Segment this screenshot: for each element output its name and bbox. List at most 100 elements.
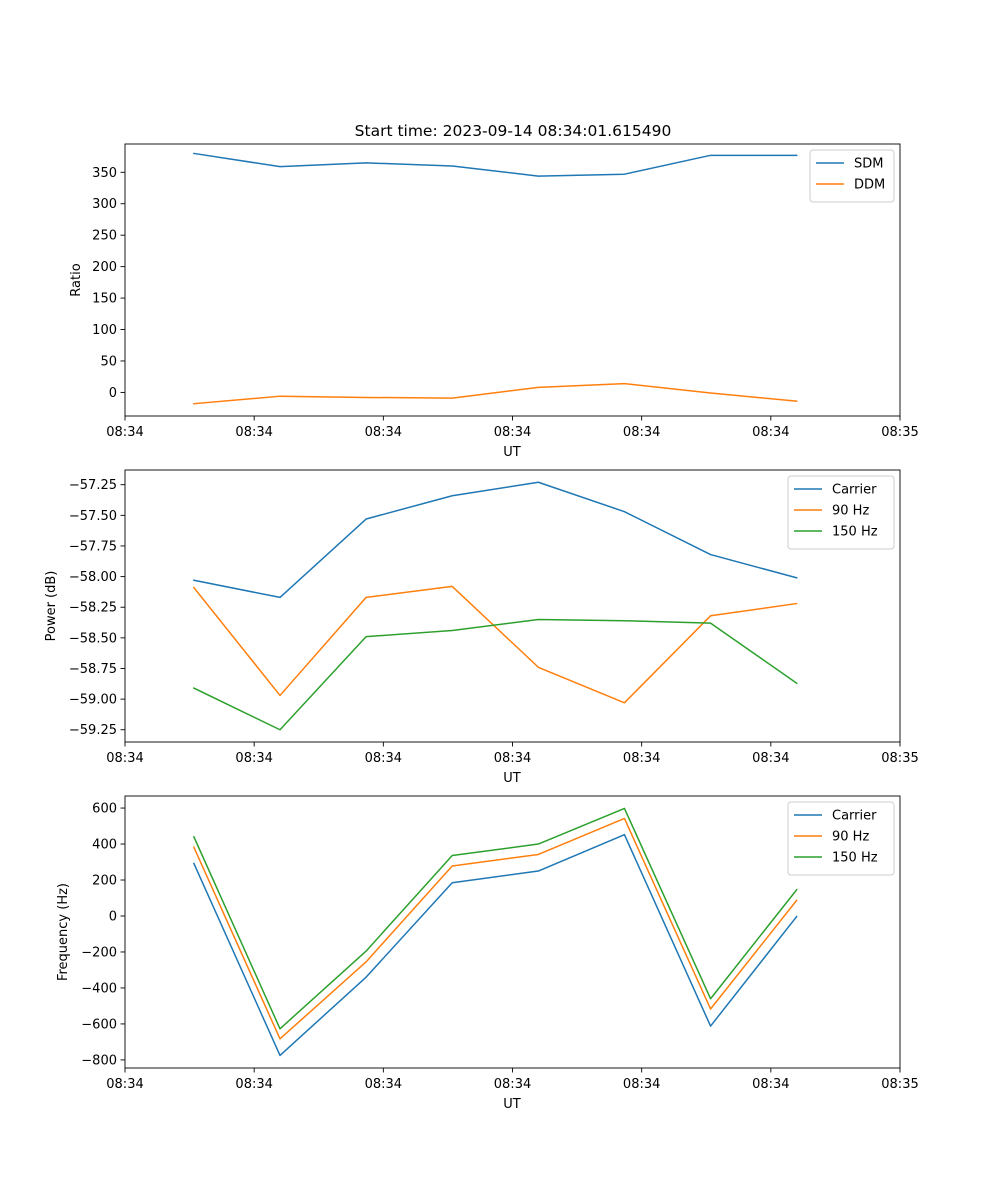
power-y-tick-label: −58.00 <box>69 570 117 585</box>
power-data-point <box>623 702 625 704</box>
frequency-data-point <box>537 843 539 845</box>
frequency-data-point <box>709 1008 711 1010</box>
frequency-y-tick-label: −800 <box>81 1053 117 1068</box>
ratio-x-tick-label: 08:34 <box>365 425 402 440</box>
power-data-point <box>451 585 453 587</box>
ratio-y-tick-label: 100 <box>92 323 117 338</box>
ratio-data-point <box>451 165 453 167</box>
power-y-tick-label: −57.50 <box>69 509 117 524</box>
power-y-tick-label: −58.25 <box>69 601 117 616</box>
power-data-point <box>193 687 195 689</box>
power-data-point <box>451 629 453 631</box>
ratio-x-tick-label: 08:34 <box>235 425 272 440</box>
frequency-x-tick-label: 08:34 <box>752 1077 789 1092</box>
power-data-point <box>279 729 281 731</box>
frequency-data-point <box>193 846 195 848</box>
ratio-x-tick-label: 08:34 <box>106 425 143 440</box>
ratio-data-point <box>193 403 195 405</box>
ratio-data-point <box>795 154 797 156</box>
power-data-point <box>709 622 711 624</box>
power-y-axis-label: Power (dB) <box>44 571 59 642</box>
power-legend-label: 90 Hz <box>832 504 869 519</box>
power-x-tick-label: 08:34 <box>752 751 789 766</box>
frequency-data-point <box>365 961 367 963</box>
ratio-y-tick-label: 200 <box>92 260 117 275</box>
power-data-point <box>795 602 797 604</box>
power-data-point <box>193 586 195 588</box>
ratio-data-point <box>709 154 711 156</box>
power-data-point <box>537 666 539 668</box>
ratio-data-point <box>365 162 367 164</box>
frequency-legend-label: 90 Hz <box>832 830 869 845</box>
frequency-x-tick-label: 08:35 <box>881 1077 918 1092</box>
power-data-point <box>795 577 797 579</box>
frequency-y-tick-label: −400 <box>81 981 117 996</box>
ratio-y-tick-label: 250 <box>92 229 117 244</box>
frequency-data-point <box>451 854 453 856</box>
frequency-legend-label: Carrier <box>832 809 877 824</box>
ratio-data-point <box>709 392 711 394</box>
power-legend-label: Carrier <box>832 483 877 498</box>
frequency-data-point <box>709 998 711 1000</box>
power-data-point <box>365 518 367 520</box>
ratio-data-point <box>623 173 625 175</box>
power-data-point <box>365 635 367 637</box>
frequency-data-point <box>709 1025 711 1027</box>
frequency-panel: 08:34 08:34 08:34 08:34 08:34 08:34 08:35 −800 −… <box>56 795 919 1112</box>
ratio-data-point <box>365 396 367 398</box>
frequency-x-tick-label: 08:34 <box>494 1077 531 1092</box>
frequency-y-tick-label: 400 <box>92 838 117 853</box>
power-y-tick-label: −58.50 <box>69 631 117 646</box>
power-y-tick-label: −59.00 <box>69 693 117 708</box>
ratio-panel: 08:34 08:34 08:34 08:34 08:34 08:34 08:35 0 50 10… <box>69 143 919 460</box>
frequency-x-tick-label: 08:34 <box>623 1077 660 1092</box>
ratio-legend-label: DDM <box>854 178 885 193</box>
frequency-data-point <box>279 1038 281 1040</box>
frequency-y-tick-label: 200 <box>92 874 117 889</box>
power-x-tick-label: 08:35 <box>881 751 918 766</box>
power-y-tick-label: −58.75 <box>69 662 117 677</box>
frequency-x-tick-label: 08:34 <box>365 1077 402 1092</box>
frequency-data-point <box>451 882 453 884</box>
ratio-data-point <box>279 395 281 397</box>
chart-title: Start time: 2023-09-14 08:34:01.615490 <box>355 122 672 140</box>
power-y-tick-label: −57.75 <box>69 539 117 554</box>
frequency-y-tick-label: 0 <box>109 909 117 924</box>
power-legend-label: 150 Hz <box>832 525 878 540</box>
frequency-series-carrier-line <box>192 833 798 1057</box>
power-data-point <box>279 694 281 696</box>
frequency-data-point <box>623 817 625 819</box>
power-y-tick-label: −57.25 <box>69 478 117 493</box>
ratio-x-tick-label: 08:34 <box>752 425 789 440</box>
power-x-tick-label: 08:34 <box>235 751 272 766</box>
frequency-data-point <box>623 833 625 835</box>
frequency-data-point <box>795 899 797 901</box>
power-data-point <box>451 495 453 497</box>
ratio-y-tick-label: 0 <box>109 386 117 401</box>
frequency-data-point <box>279 1054 281 1056</box>
power-data-point <box>537 618 539 620</box>
frequency-data-point <box>193 836 195 838</box>
power-data-point <box>623 510 625 512</box>
power-series-90-hz-line <box>192 585 798 704</box>
ratio-y-axis-label: Ratio <box>69 263 84 296</box>
frequency-data-point <box>537 853 539 855</box>
frequency-x-tick-label: 08:34 <box>106 1077 143 1092</box>
frequency-y-tick-label: −600 <box>81 1017 117 1032</box>
ratio-series-ddm-line <box>193 382 798 405</box>
ratio-x-tick-label: 08:35 <box>881 425 918 440</box>
power-data-point <box>623 620 625 622</box>
power-data-point <box>537 481 539 483</box>
frequency-series-90-hz-line <box>192 817 798 1040</box>
frequency-legend-label: 150 Hz <box>832 851 878 866</box>
frequency-x-tick-label: 08:34 <box>235 1077 272 1092</box>
power-x-tick-label: 08:34 <box>494 751 531 766</box>
ratio-data-point <box>795 400 797 402</box>
ratio-x-tick-label: 08:34 <box>494 425 531 440</box>
ratio-x-tick-label: 08:34 <box>623 425 660 440</box>
ratio-y-tick-label: 300 <box>92 197 117 212</box>
frequency-data-point <box>193 862 195 864</box>
power-data-point <box>709 615 711 617</box>
frequency-series-150-hz-line <box>192 807 798 1030</box>
